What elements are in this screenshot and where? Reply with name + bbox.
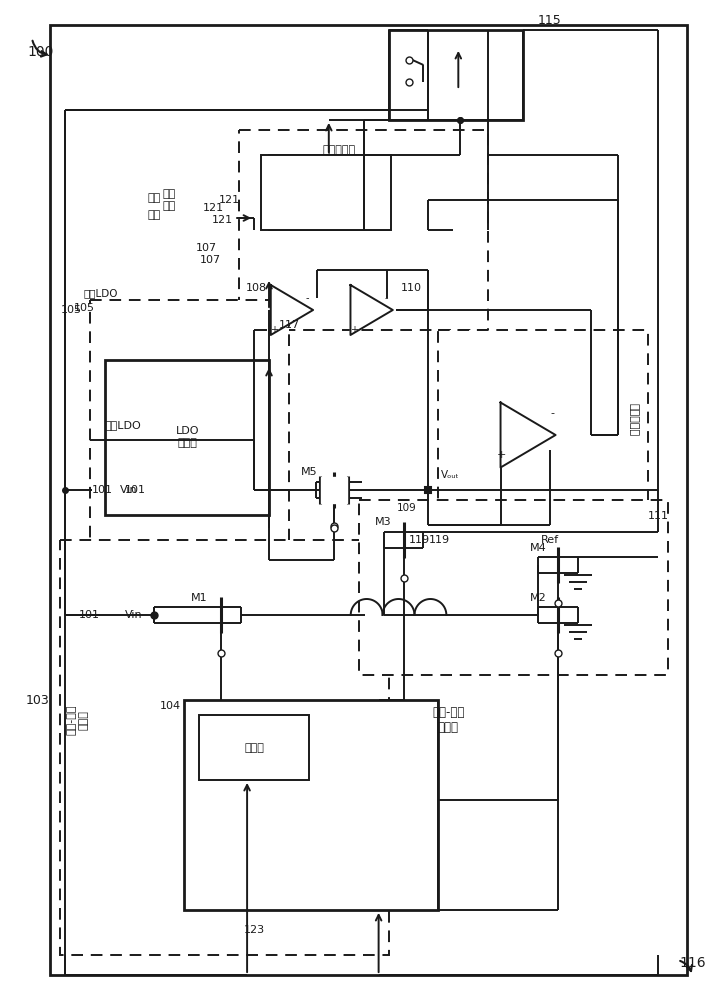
Text: 111: 111 — [647, 511, 669, 521]
Text: 105: 105 — [73, 303, 95, 313]
Bar — [50, 25, 687, 975]
Text: 107: 107 — [196, 243, 217, 253]
Polygon shape — [351, 285, 393, 335]
Text: +: + — [349, 325, 358, 335]
Text: 101: 101 — [92, 485, 113, 495]
Text: 108: 108 — [246, 283, 267, 293]
Text: 119: 119 — [429, 535, 450, 545]
Text: Vin: Vin — [125, 610, 142, 620]
Text: M2: M2 — [530, 593, 546, 603]
Bar — [90, 300, 289, 560]
Bar — [239, 130, 488, 330]
Text: LDO
控制器: LDO 控制器 — [175, 426, 199, 448]
Bar — [199, 715, 309, 780]
Polygon shape — [271, 285, 313, 335]
Text: +: + — [270, 325, 278, 335]
Text: 123: 123 — [244, 925, 265, 935]
Text: 100: 100 — [28, 45, 54, 59]
Text: 107: 107 — [200, 255, 221, 265]
Text: 电压比较器: 电压比较器 — [629, 403, 639, 437]
Text: 115: 115 — [538, 13, 562, 26]
Text: 109: 109 — [396, 503, 416, 513]
Bar — [359, 500, 667, 675]
Text: Vin: Vin — [120, 485, 137, 495]
Text: 脉冲: 脉冲 — [148, 193, 161, 203]
Text: 121: 121 — [219, 195, 240, 205]
Text: 激活: 激活 — [148, 210, 161, 220]
Text: 105: 105 — [61, 305, 82, 315]
Bar — [185, 700, 438, 910]
Text: -: - — [305, 293, 309, 303]
Bar — [389, 30, 523, 120]
Bar — [105, 360, 269, 515]
Polygon shape — [321, 477, 347, 503]
Text: 切换LDO: 切换LDO — [105, 420, 141, 430]
Text: 降压-升压
转换器: 降压-升压 转换器 — [67, 705, 88, 735]
Text: M5: M5 — [301, 467, 317, 477]
Text: 110: 110 — [401, 283, 421, 293]
Text: 121: 121 — [212, 215, 233, 225]
Text: 降压-升压
控制器: 降压-升压 控制器 — [432, 706, 465, 734]
Text: M1: M1 — [191, 593, 207, 603]
Text: 切换LDO: 切换LDO — [83, 288, 118, 298]
Text: 脉冲
激活: 脉冲 激活 — [163, 189, 176, 211]
Text: 116: 116 — [679, 956, 706, 970]
Text: +: + — [496, 450, 506, 460]
Text: -: - — [550, 408, 554, 418]
Text: 119: 119 — [409, 535, 431, 545]
Text: 计时器: 计时器 — [244, 743, 264, 753]
Text: 121: 121 — [203, 203, 224, 213]
Text: Vₒᵤₜ: Vₒᵤₜ — [441, 470, 460, 480]
Text: M4: M4 — [530, 543, 546, 553]
Text: 104: 104 — [160, 701, 181, 711]
Text: 103: 103 — [26, 694, 50, 706]
Text: 101: 101 — [125, 485, 145, 495]
Bar — [60, 540, 389, 955]
Bar — [261, 155, 391, 230]
Text: Ref: Ref — [541, 535, 559, 545]
Text: 117: 117 — [279, 320, 300, 330]
Text: 101: 101 — [78, 610, 100, 620]
Bar — [269, 155, 389, 230]
Polygon shape — [501, 402, 555, 468]
Text: -: - — [385, 293, 389, 303]
Bar — [438, 330, 647, 525]
Text: 模式控制器: 模式控制器 — [322, 145, 355, 155]
Text: M3: M3 — [375, 517, 392, 527]
